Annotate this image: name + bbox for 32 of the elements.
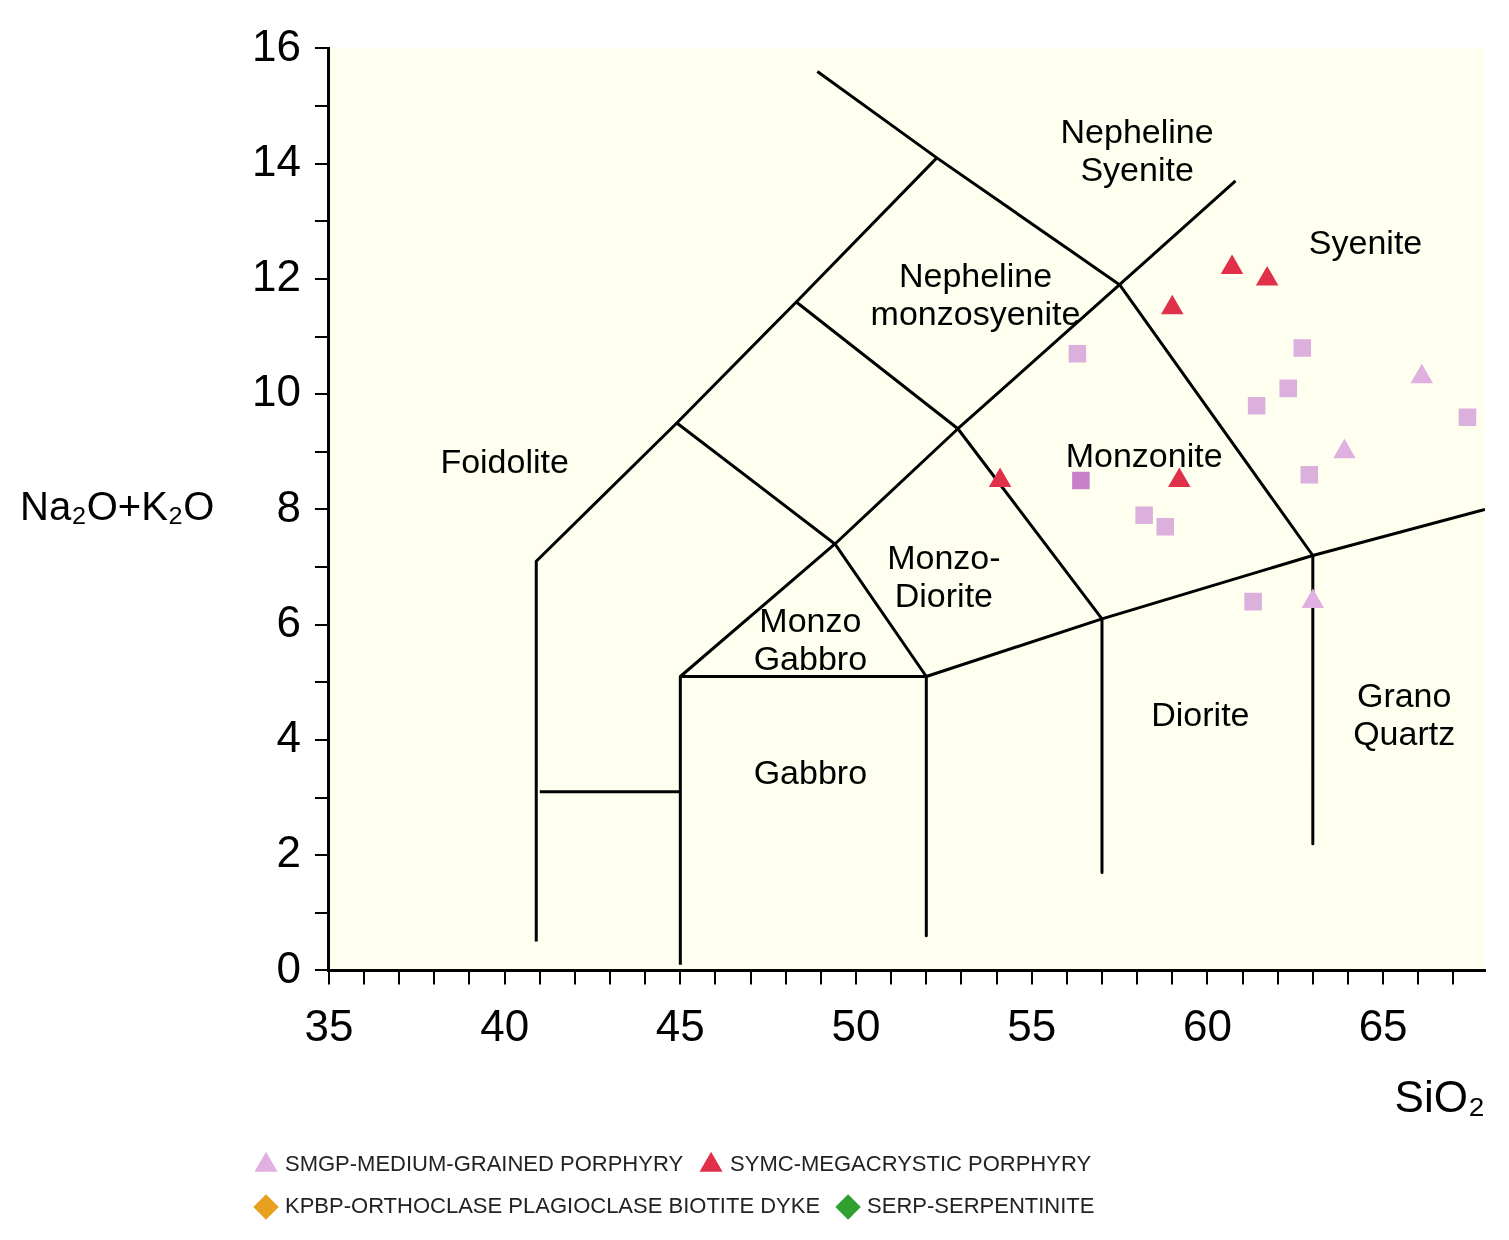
y-tick-label: 10 xyxy=(251,366,301,416)
y-axis-title: Na₂O+K₂O xyxy=(20,484,215,529)
annotation: Syenite xyxy=(1308,222,1423,261)
x-tick-label: 50 xyxy=(831,1000,881,1050)
legend-label: SYMC-MEGACRYSTIC PORPHYRY xyxy=(730,1151,1092,1177)
annotation: Monzo- Diorite xyxy=(887,537,1001,614)
x-axis-title: SiO₂ xyxy=(1394,1071,1485,1121)
y-tick-label: 8 xyxy=(276,481,301,531)
y-tick-label: 14 xyxy=(251,135,301,185)
x-tick-label: 45 xyxy=(655,1000,705,1050)
y-tick-label: 2 xyxy=(276,827,301,877)
annotation: Diorite xyxy=(1151,695,1250,734)
annotation: Foidolite xyxy=(440,441,569,480)
annotation: Nepheline monzosyenite xyxy=(870,255,1081,332)
annotation: Monzonite xyxy=(1065,435,1223,474)
y-tick-label: 4 xyxy=(276,712,301,762)
x-tick-label: 55 xyxy=(1007,1000,1057,1050)
y-tick-label: 0 xyxy=(276,942,301,992)
legend-label: SERP-SERPENTINITE xyxy=(867,1193,1095,1219)
annotation: Gabbro xyxy=(753,752,868,791)
x-tick-label: 40 xyxy=(480,1000,530,1050)
x-tick-label: 35 xyxy=(304,1000,354,1050)
annotation: Monzo Gabbro xyxy=(753,601,868,678)
legend-label: KPBP-ORTHOCLASE PLAGIOCLASE BIOTITE DYKE xyxy=(285,1193,821,1219)
y-tick-label: 12 xyxy=(251,251,301,301)
y-tick-label: 6 xyxy=(276,596,301,646)
y-tick-label: 16 xyxy=(251,20,301,70)
legend-label: SMGP-MEDIUM-GRAINED PORPHYRY xyxy=(285,1151,684,1177)
x-tick-label: 65 xyxy=(1358,1000,1408,1050)
x-tick-label: 60 xyxy=(1182,1000,1232,1050)
annotation: Nepheline Syenite xyxy=(1060,111,1214,188)
annotation: Grano Quartz xyxy=(1353,676,1456,753)
